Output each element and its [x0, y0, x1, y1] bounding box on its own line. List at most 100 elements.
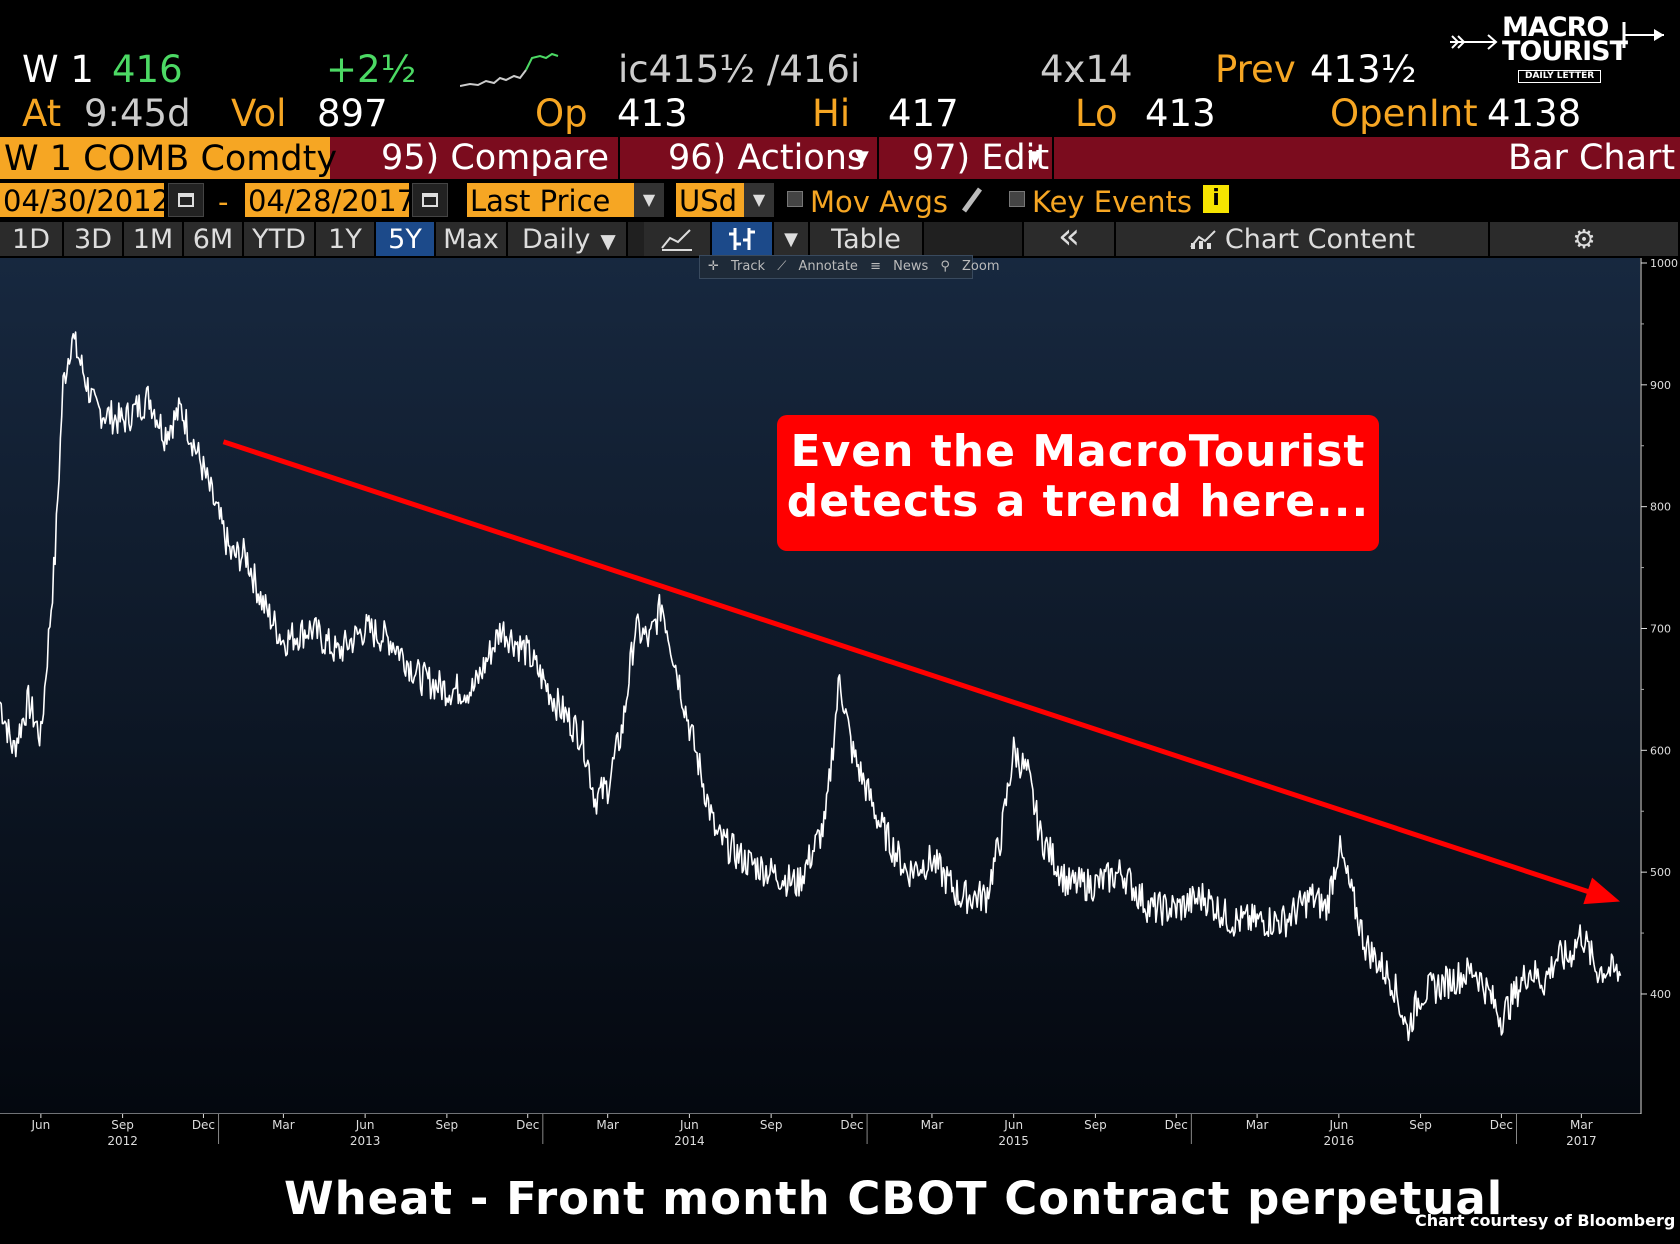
start-calendar-icon[interactable] — [168, 183, 204, 217]
x-year-label: 2014 — [674, 1134, 705, 1148]
open-label: Op — [535, 92, 588, 135]
prev-label: Prev — [1215, 48, 1296, 91]
x-month-label: Jun — [30, 1118, 50, 1132]
frequency-select[interactable]: Daily ▼ — [508, 222, 628, 256]
open-interest-label: OpenInt — [1330, 92, 1478, 135]
tab-6m[interactable]: 6M — [184, 222, 244, 256]
x-month-label: Mar — [1246, 1118, 1269, 1132]
currency-chevron-down-icon[interactable]: ▼ — [744, 183, 774, 217]
track-label: Track — [731, 259, 766, 274]
security-field[interactable]: W 1 COMB Comdty — [0, 137, 337, 179]
edit-chevron-down-icon[interactable]: ▼ — [1028, 147, 1042, 168]
actions-menu[interactable]: 96) Actions — [668, 138, 866, 178]
last-price: 416 — [112, 48, 183, 91]
price-field-chevron-down-icon[interactable]: ▼ — [634, 183, 664, 217]
y-tick-label: 700 — [1650, 622, 1671, 635]
compare-button[interactable]: 95) Compare — [381, 138, 610, 178]
end-calendar-icon[interactable] — [412, 183, 448, 217]
table-button[interactable]: Table — [810, 222, 924, 256]
x-month-label: Jun — [679, 1118, 699, 1132]
tab-3d[interactable]: 3D — [64, 222, 124, 256]
y-tick-label: 600 — [1650, 744, 1671, 757]
logo-line2: TOURIST — [1502, 36, 1628, 67]
track-tool[interactable]: ✛ Track — [708, 259, 766, 274]
zoom-tool[interactable]: ⚲ Zoom — [940, 259, 1000, 274]
settings-gear-icon[interactable]: ⚙ — [1490, 222, 1680, 256]
annotate-tool[interactable]: ⟋ Annotate — [777, 259, 858, 274]
x-month-label: Dec — [1490, 1118, 1513, 1132]
high-price: 417 — [888, 92, 959, 135]
line-chart-button[interactable] — [644, 222, 712, 256]
y-tick-label: 800 — [1650, 501, 1671, 514]
info-icon[interactable]: i — [1203, 185, 1229, 213]
tab-1m[interactable]: 1M — [124, 222, 184, 256]
tab-1y[interactable]: 1Y — [316, 222, 376, 256]
chart-content-icon — [1190, 230, 1216, 249]
x-month-label: Sep — [111, 1118, 134, 1132]
x-month-label: Jun — [355, 1118, 375, 1132]
callout-line2: detects a trend here... — [786, 476, 1370, 527]
news-tool[interactable]: ≡ News — [870, 259, 929, 274]
pencil-icon[interactable] — [960, 185, 984, 215]
tab-1d[interactable]: 1D — [0, 222, 64, 256]
frequency-label: Daily — [522, 224, 591, 255]
price-chart[interactable]: 400 500 600 700 800 900 1000 — [0, 258, 1680, 1114]
x-month-label: Sep — [1084, 1118, 1107, 1132]
mov-avgs-label[interactable]: Mov Avgs — [810, 185, 948, 219]
macrotourist-logo: MACRO TOURIST DAILY LETTER — [1450, 12, 1670, 92]
trendline-arrowhead — [1583, 877, 1620, 905]
x-month-label: Jun — [1003, 1118, 1023, 1132]
price-series-line — [0, 331, 1622, 1042]
price-field-select[interactable]: Last Price — [467, 183, 634, 218]
x-month-label: Mar — [921, 1118, 944, 1132]
plot-area — [0, 258, 1640, 1114]
vol-label: Vol — [231, 92, 287, 135]
annotate-label: Annotate — [798, 259, 858, 274]
chart-type-label[interactable]: Bar Chart — [1508, 138, 1676, 178]
chart-tools-bar: ✛ Track ⟋ Annotate ≡ News ⚲ Zoom — [699, 255, 1000, 279]
start-date-field[interactable]: 04/30/2012 — [0, 183, 170, 218]
ohlc-bar-icon — [729, 228, 755, 250]
chart-style-chevron-down-icon[interactable]: ▼ — [774, 222, 810, 256]
spacer — [924, 222, 1024, 256]
x-month-label: Dec — [840, 1118, 863, 1132]
bar-chart-button[interactable] — [712, 222, 774, 256]
key-events-label[interactable]: Key Events — [1032, 185, 1192, 219]
collapse-double-chevron-icon[interactable]: « — [1024, 219, 1116, 256]
price-change: +2½ — [326, 48, 417, 91]
x-month-label: Sep — [760, 1118, 783, 1132]
x-month-label: Mar — [272, 1118, 295, 1132]
edit-menu[interactable]: 97) Edit — [912, 138, 1050, 178]
x-month-label: Mar — [1570, 1118, 1593, 1132]
end-date-field[interactable]: 04/28/2017 — [245, 183, 415, 218]
currency-select[interactable]: USd — [676, 183, 744, 218]
x-year-label: 2016 — [1324, 1134, 1355, 1148]
divider — [1052, 137, 1054, 179]
open-interest: 4138 — [1487, 92, 1582, 135]
trend-callout: Even the MacroTourist detects a trend he… — [777, 415, 1379, 551]
low-price: 413 — [1145, 92, 1216, 135]
line-chart-icon — [661, 229, 692, 251]
x-year-label: 2017 — [1566, 1134, 1597, 1148]
trendline — [222, 439, 1601, 898]
bid-ask-size: 4x14 — [1040, 48, 1133, 91]
mov-avgs-checkbox[interactable] — [787, 191, 803, 207]
key-events-checkbox[interactable] — [1009, 191, 1025, 207]
divider — [877, 137, 879, 179]
tab-max[interactable]: Max — [436, 222, 508, 256]
y-tick-label: 1000 — [1650, 258, 1678, 270]
open-price: 413 — [617, 92, 688, 135]
frequency-chevron-down-icon: ▼ — [600, 229, 616, 253]
volume: 897 — [317, 92, 388, 135]
x-month-label: Jun — [1328, 1118, 1348, 1132]
tab-5y[interactable]: 5Y — [376, 222, 436, 256]
tab-ytd[interactable]: YTD — [244, 222, 316, 256]
x-year-label: 2015 — [998, 1134, 1029, 1148]
chart-content-button[interactable]: Chart Content — [1116, 222, 1490, 256]
actions-chevron-down-icon[interactable]: ▼ — [855, 147, 869, 168]
news-label: News — [893, 259, 929, 274]
x-axis: Jun Sep Dec Mar Jun Sep Dec Mar Jun Sep Dec Mar Jun S… — [30, 1114, 1597, 1148]
logo-line1: MACRO — [1502, 12, 1609, 43]
zoom-label: Zoom — [962, 259, 1000, 274]
bid-ask: ic415½ /416i — [618, 48, 861, 91]
